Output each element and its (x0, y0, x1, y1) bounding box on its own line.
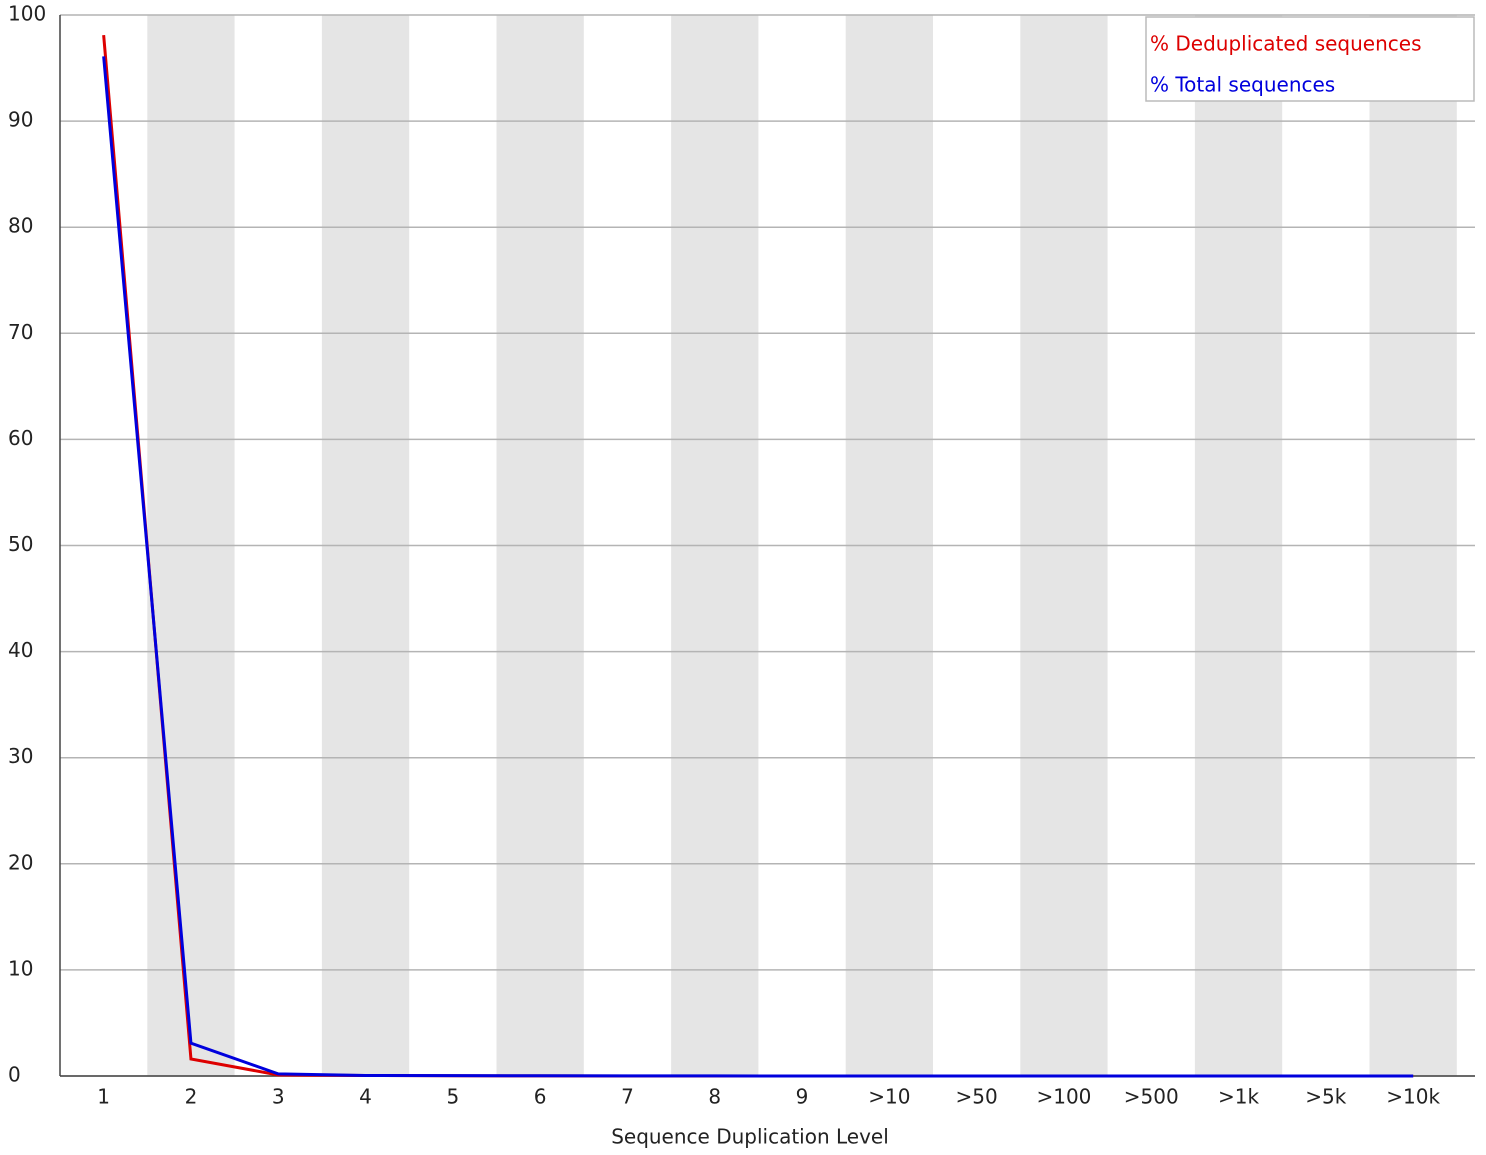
legend: % Deduplicated sequences % Total sequence… (1145, 16, 1475, 102)
x-tick-label: >50 (956, 1085, 998, 1109)
x-tick-label: 3 (272, 1085, 285, 1109)
y-tick-label: 90 (8, 108, 33, 132)
x-tick-label: >5k (1305, 1085, 1346, 1109)
x-tick-label: 1 (97, 1085, 110, 1109)
x-tick-label: >10 (868, 1085, 910, 1109)
x-tick-label: 8 (708, 1085, 721, 1109)
y-tick-label: 70 (8, 320, 33, 344)
y-tick-label: 40 (8, 638, 33, 662)
y-tick-label: 80 (8, 214, 33, 238)
legend-entry: % Deduplicated sequences (1150, 32, 1422, 56)
x-axis-label: Sequence Duplication Level (611, 1125, 889, 1149)
y-tick-label: 0 (8, 1063, 21, 1087)
series-line (102, 56, 1414, 1078)
legend-box (1145, 16, 1475, 102)
y-tick-label: 100 (8, 2, 46, 26)
x-tick-label: >10k (1386, 1085, 1440, 1109)
y-tick-label: 30 (8, 744, 33, 768)
x-tick-label: 2 (185, 1085, 198, 1109)
y-tick-label: 10 (8, 956, 33, 980)
x-tick-label: >1k (1218, 1085, 1259, 1109)
x-tick-label: 7 (621, 1085, 634, 1109)
y-tick-label: 50 (8, 532, 33, 556)
x-tick-label: >100 (1036, 1085, 1091, 1109)
legend-entry: % Total sequences (1150, 73, 1335, 97)
x-tick-label: 6 (534, 1085, 547, 1109)
x-tick-label: 4 (359, 1085, 372, 1109)
y-tick-label: 20 (8, 850, 33, 874)
x-tick-label: 9 (796, 1085, 809, 1109)
y-tick-label: 60 (8, 426, 33, 450)
x-tick-label: 5 (446, 1085, 459, 1109)
x-tick-label: >500 (1124, 1085, 1179, 1109)
